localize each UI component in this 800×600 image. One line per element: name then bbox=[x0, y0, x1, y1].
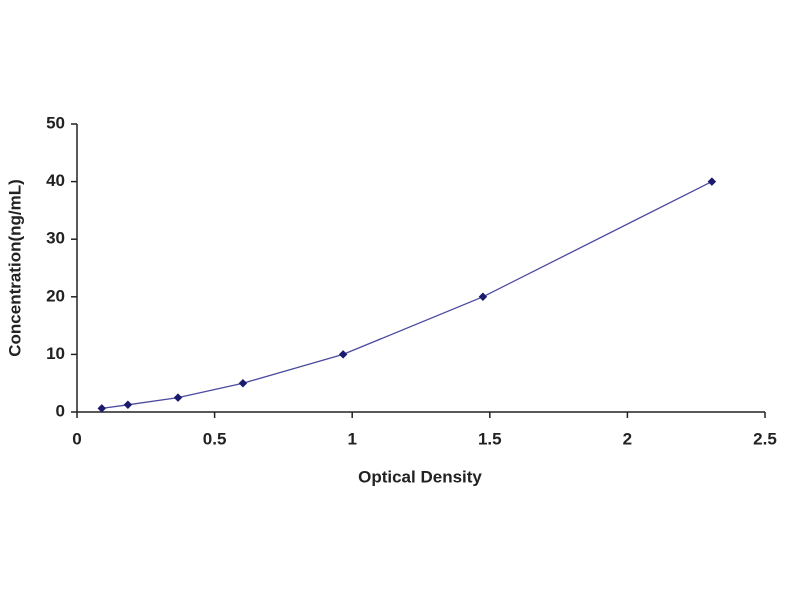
y-tick-label: 0 bbox=[56, 401, 65, 420]
fit-curve bbox=[101, 181, 713, 410]
y-tick-label: 50 bbox=[46, 113, 65, 132]
data-point bbox=[478, 292, 488, 302]
x-tick-label: 0 bbox=[72, 429, 81, 448]
data-point bbox=[238, 378, 248, 388]
x-tick-label: 2 bbox=[623, 429, 632, 448]
y-tick-label: 40 bbox=[46, 171, 65, 190]
data-point bbox=[97, 404, 107, 413]
x-tick-label: 2.5 bbox=[753, 429, 777, 448]
x-axis-title: Optical Density bbox=[358, 467, 482, 486]
x-tick-label: 1 bbox=[347, 429, 356, 448]
data-point bbox=[707, 177, 717, 186]
y-tick-label: 10 bbox=[46, 344, 65, 363]
data-point bbox=[173, 393, 183, 402]
data-point bbox=[123, 400, 133, 410]
data-point bbox=[338, 350, 348, 359]
x-tick-label: 0.5 bbox=[203, 429, 227, 448]
y-axis-title: Concentration(ng/mL) bbox=[5, 179, 24, 357]
x-tick-label: 1.5 bbox=[478, 429, 502, 448]
y-tick-label: 30 bbox=[46, 229, 65, 248]
y-tick-label: 20 bbox=[46, 286, 65, 305]
